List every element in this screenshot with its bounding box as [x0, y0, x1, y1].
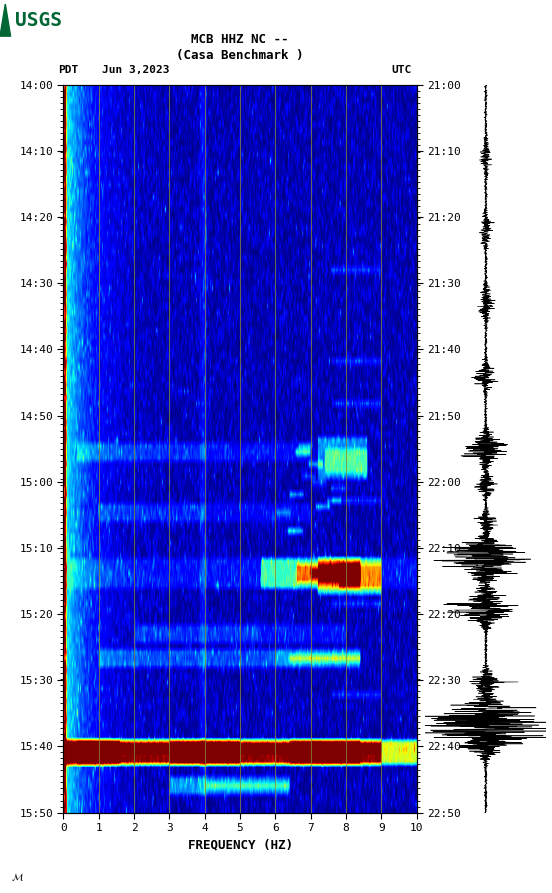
Text: UTC: UTC: [391, 64, 411, 75]
Polygon shape: [0, 4, 10, 37]
Text: MCB HHZ NC --: MCB HHZ NC --: [192, 33, 289, 46]
Text: USGS: USGS: [14, 11, 62, 29]
Text: PDT: PDT: [58, 64, 78, 75]
Text: (Casa Benchmark ): (Casa Benchmark ): [177, 49, 304, 62]
Text: $\mathcal{M}$: $\mathcal{M}$: [11, 871, 24, 883]
X-axis label: FREQUENCY (HZ): FREQUENCY (HZ): [188, 839, 293, 852]
Text: Jun 3,2023: Jun 3,2023: [102, 64, 169, 75]
